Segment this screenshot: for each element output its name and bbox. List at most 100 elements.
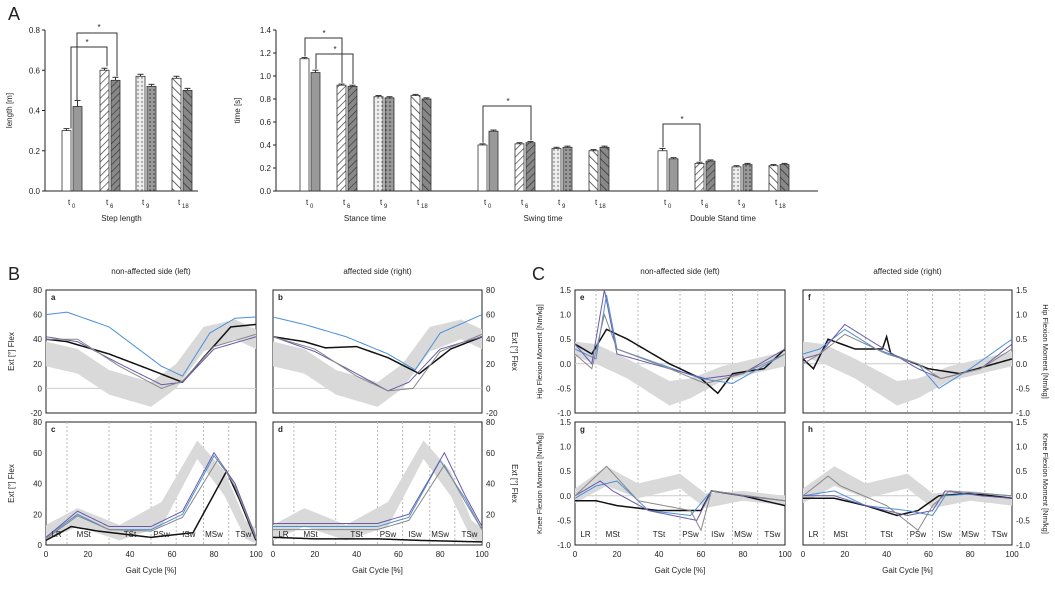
subplot-letter: f (808, 293, 811, 302)
y-axis-label: time [s] (233, 98, 242, 124)
subplot-title: non-affected side (left) (111, 267, 191, 276)
phase-label: TSw (991, 530, 1007, 539)
y-tick-label: 0.5 (560, 467, 572, 476)
x-tick-subscript: 6 (525, 204, 529, 210)
joint-angle-charts: a -20 0 20 40 60 80 Ext [°] Flex non-affected si… (7, 267, 519, 575)
x-tick-subscript: 18 (182, 204, 189, 210)
phase-label: TSt (880, 530, 893, 539)
series-line (45, 454, 257, 538)
bar (373, 96, 384, 192)
x-tick-label: 60 (394, 550, 403, 559)
y-tick-label: 1.0 (560, 443, 572, 452)
x-tick-label: 0 (573, 550, 578, 559)
series-line (802, 475, 1013, 531)
y-axis-label: Hip Flexion Moment [Nm/kg] (1041, 304, 1050, 399)
bar (488, 130, 499, 192)
phase-label: TSt (350, 530, 363, 539)
y-tick-label: 1.0 (1016, 311, 1028, 320)
x-tick-subscript: 0 (310, 204, 314, 210)
subplot-title: non-affected side (left) (640, 267, 720, 276)
x-tick-subscript: 0 (72, 204, 76, 210)
phase-label: LR (51, 530, 61, 539)
x-tick-subscript: 6 (110, 204, 114, 210)
y-axis-label: Ext [°] Flex (7, 464, 16, 503)
y-tick-label: 0.2 (260, 164, 272, 173)
sig-bracket (662, 123, 701, 162)
bar (99, 69, 110, 192)
joint-moment-charts: e -1.0 -0.5 0.0 0.5 1.0 1.5 Hip Flexion Moment … (535, 267, 1050, 575)
x-tick-label: t (68, 198, 71, 207)
bar (657, 150, 668, 192)
norm-band (46, 440, 256, 544)
y-tick-label: -20 (486, 409, 498, 418)
y-tick-label: 1.5 (1016, 418, 1028, 427)
bar (742, 164, 753, 192)
x-tick-subscript: 18 (599, 204, 606, 210)
phase-label: TSw (461, 530, 477, 539)
sig-star: * (322, 29, 325, 38)
y-tick-label: -1.0 (1016, 541, 1030, 550)
x-tick-label: 20 (84, 550, 93, 559)
y-tick-label: 40 (486, 335, 495, 344)
sig-star: * (97, 23, 100, 32)
bar (135, 75, 146, 192)
x-tick-label: 80 (436, 550, 445, 559)
bar (182, 89, 193, 192)
y-tick-label: -0.5 (557, 384, 571, 393)
sig-star: * (85, 38, 88, 47)
series-line (273, 464, 483, 531)
y-tick-label: 0 (38, 541, 43, 550)
x-axis-label: Double Stand time (690, 214, 756, 223)
bar (705, 160, 716, 192)
y-tick-label: 1.0 (560, 311, 572, 320)
y-axis-label: Hip Flexion Moment [Nm/kg] (535, 304, 544, 399)
sig-bracket (482, 105, 532, 143)
phase-label: ISw (938, 530, 952, 539)
y-tick-label: 80 (33, 286, 42, 295)
x-axis-label: Swing time (523, 214, 563, 223)
sig-star: * (333, 45, 336, 54)
y-tick-label: 0.8 (260, 95, 272, 104)
y-tick-label: 1.4 (260, 26, 272, 35)
bar (477, 144, 488, 192)
norm-band (803, 466, 1012, 509)
series-line (272, 335, 483, 375)
y-axis-label: Knee Flexion Moment [Nm/kg] (535, 433, 544, 534)
x-tick-label: 40 (126, 550, 135, 559)
x-axis-label: Gait Cycle [%] (352, 566, 403, 575)
phase-label: PSw (380, 530, 397, 539)
phase-label: TSw (764, 530, 780, 539)
series-line (45, 469, 257, 542)
x-tick-subscript: 9 (146, 204, 150, 210)
phase-label: PSw (153, 530, 170, 539)
phase-label: MSt (304, 530, 319, 539)
x-tick-label: t (343, 198, 346, 207)
x-tick-label: 20 (310, 550, 319, 559)
y-tick-label: 0.5 (1016, 467, 1028, 476)
sig-star: * (506, 97, 509, 106)
series-line (574, 465, 786, 532)
subplot-letter: g (580, 425, 585, 434)
panel-label-B: B (8, 264, 20, 284)
y-tick-label: -0.5 (1016, 516, 1030, 525)
phase-label: PSw (682, 530, 699, 539)
subplot-letter: e (580, 293, 585, 302)
y-tick-label: 40 (33, 480, 42, 489)
y-axis-label: Knee Flexion Moment [Nm/kg] (1041, 433, 1050, 534)
x-tick-label: t (142, 198, 145, 207)
x-tick-label: t (380, 198, 383, 207)
series-line (45, 336, 257, 386)
y-tick-label: 0 (38, 384, 43, 393)
x-axis-label: Gait Cycle [%] (655, 566, 706, 575)
x-tick-subscript: 9 (742, 204, 746, 210)
phase-label: MSt (834, 530, 849, 539)
series-line (802, 333, 1013, 380)
x-tick-label: 60 (697, 550, 706, 559)
x-axis-label: Step length (101, 214, 141, 223)
x-tick-label: 60 (168, 550, 177, 559)
x-tick-label: t (595, 198, 598, 207)
bar (61, 130, 72, 192)
y-tick-label: 0.5 (560, 335, 572, 344)
y-tick-label: 20 (33, 510, 42, 519)
